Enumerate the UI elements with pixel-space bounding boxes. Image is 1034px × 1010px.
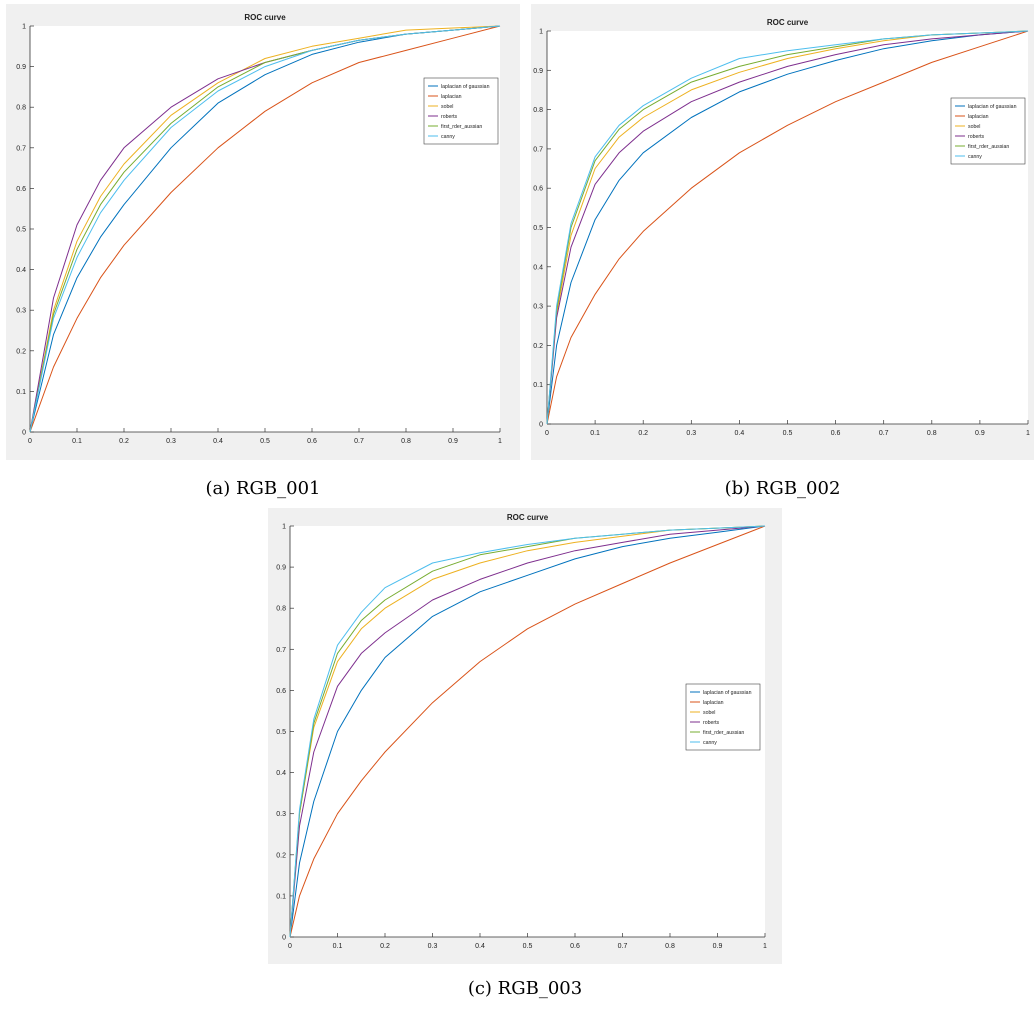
chart-c-y-tick-label: 0.7 bbox=[276, 647, 286, 654]
chart-b-x-tick-label: 0.6 bbox=[831, 430, 841, 437]
chart-c-y-tick-label: 0.6 bbox=[276, 688, 286, 695]
chart-b-y-tick-label: 0.9 bbox=[533, 68, 543, 75]
chart-c-title: ROC curve bbox=[507, 513, 549, 522]
chart-a-legend-label: canny bbox=[441, 134, 455, 140]
chart-b-x-tick-label: 0.3 bbox=[686, 430, 696, 437]
roc-chart-c-svg: ROC curve 0 0.1 0.2 0.3 0.4 0.5 0.6 0.7 0.8 0.9 1 0 0… bbox=[268, 508, 782, 964]
chart-a-legend-label: roberts bbox=[441, 114, 458, 120]
chart-b-legend-label: canny bbox=[968, 154, 982, 160]
chart-b-title: ROC curve bbox=[767, 18, 809, 27]
chart-a-y-tick-label: 0.9 bbox=[16, 64, 26, 71]
roc-chart-a: ROC curve 0 0.1 0.2 0.3 0.4 0.5 0.6 0.7 0.8 0.9 1 0 0… bbox=[6, 4, 520, 460]
chart-c-y-tick-label: 0.2 bbox=[276, 852, 286, 859]
chart-b-x-tick-label: 0.5 bbox=[783, 430, 793, 437]
chart-b-y-tick-label: 0.7 bbox=[533, 146, 543, 153]
chart-b-x-tick-label: 1 bbox=[1026, 430, 1030, 437]
chart-b-y-tick-label: 0.4 bbox=[533, 264, 543, 271]
caption-a: (a) RGB_001 bbox=[6, 478, 520, 499]
chart-b-x-tick-label: 0.8 bbox=[927, 430, 937, 437]
chart-a-x-tick-label: 1 bbox=[498, 438, 502, 445]
chart-c-y-tick-label: 0 bbox=[282, 935, 286, 942]
chart-a-x-tick-label: 0.3 bbox=[166, 438, 176, 445]
roc-chart-b: ROC curve 0 0.1 0.2 0.3 0.4 0.5 0.6 0.7 0.8 0.9 1 0 0… bbox=[531, 4, 1034, 460]
chart-b-y-tick-label: 0.1 bbox=[533, 382, 543, 389]
chart-c-y-tick-label: 0.1 bbox=[276, 893, 286, 900]
roc-chart-a-svg: ROC curve 0 0.1 0.2 0.3 0.4 0.5 0.6 0.7 0.8 0.9 1 0 0… bbox=[6, 4, 520, 460]
chart-c-legend-label: roberts bbox=[703, 720, 720, 726]
chart-b-x-tick-label: 0.4 bbox=[735, 430, 745, 437]
chart-c-legend-label: laplacian of gaussian bbox=[703, 690, 752, 696]
chart-b-x-tick-label: 0.7 bbox=[879, 430, 889, 437]
chart-b-legend-label: laplacian of gaussian bbox=[968, 104, 1017, 110]
chart-a-y-tick-label: 0 bbox=[22, 430, 26, 437]
chart-c-y-tick-label: 0.8 bbox=[276, 606, 286, 613]
chart-b-legend-label: laplacian bbox=[968, 114, 989, 120]
chart-c-x-tick-label: 0.4 bbox=[475, 943, 485, 950]
chart-c-x-tick-label: 0.7 bbox=[618, 943, 628, 950]
chart-c-y-tick-label: 0.4 bbox=[276, 770, 286, 777]
chart-a-y-tick-label: 0.2 bbox=[16, 348, 26, 355]
chart-a-x-tick-label: 0.9 bbox=[448, 438, 458, 445]
chart-c-x-tick-label: 0.8 bbox=[665, 943, 675, 950]
chart-a-x-tick-label: 0.5 bbox=[260, 438, 270, 445]
chart-a-x-tick-label: 0.8 bbox=[401, 438, 411, 445]
roc-chart-b-svg: ROC curve 0 0.1 0.2 0.3 0.4 0.5 0.6 0.7 0.8 0.9 1 0 0… bbox=[531, 4, 1034, 460]
chart-b-y-tick-label: 0.6 bbox=[533, 186, 543, 193]
chart-a-x-tick-label: 0.4 bbox=[213, 438, 223, 445]
chart-c-x-tick-label: 0.6 bbox=[570, 943, 580, 950]
chart-a-y-tick-label: 0.5 bbox=[16, 227, 26, 234]
chart-b-y-tick-label: 0 bbox=[539, 422, 543, 429]
chart-c-x-tick-label: 0.1 bbox=[333, 943, 343, 950]
chart-a-legend-label: laplacian of gaussian bbox=[441, 84, 490, 90]
chart-c-legend-label: sobel bbox=[703, 710, 715, 716]
chart-a-legend-label: first_rder_aussian bbox=[441, 124, 482, 130]
chart-a-x-tick-label: 0.7 bbox=[354, 438, 364, 445]
chart-b-y-tick-label: 0.3 bbox=[533, 304, 543, 311]
chart-a-y-tick-label: 0.4 bbox=[16, 267, 26, 274]
chart-a-y-tick-label: 0.8 bbox=[16, 105, 26, 112]
chart-b-y-tick-label: 0.5 bbox=[533, 225, 543, 232]
caption-b: (b) RGB_002 bbox=[531, 478, 1034, 499]
chart-b-plot-area bbox=[547, 31, 1028, 424]
chart-a-y-tick-label: 0.7 bbox=[16, 145, 26, 152]
roc-chart-c: ROC curve 0 0.1 0.2 0.3 0.4 0.5 0.6 0.7 0.8 0.9 1 0 0… bbox=[268, 508, 782, 964]
chart-b-legend-label: first_rder_aussian bbox=[968, 144, 1009, 150]
chart-c-x-tick-label: 0.2 bbox=[380, 943, 390, 950]
chart-a-x-tick-label: 0.2 bbox=[119, 438, 129, 445]
chart-b-legend-label: sobel bbox=[968, 124, 980, 130]
chart-c-y-tick-label: 0.9 bbox=[276, 565, 286, 572]
chart-a-x-tick-label: 0 bbox=[28, 438, 32, 445]
chart-b-y-tick-label: 1 bbox=[539, 29, 543, 36]
chart-a-y-tick-label: 0.3 bbox=[16, 308, 26, 315]
chart-c-legend-label: canny bbox=[703, 740, 717, 746]
chart-a-x-tick-label: 0.6 bbox=[307, 438, 317, 445]
chart-c-legend-label: first_rder_aussian bbox=[703, 730, 744, 736]
chart-a-y-tick-label: 1 bbox=[22, 24, 26, 31]
chart-b-legend-label: roberts bbox=[968, 134, 985, 140]
chart-b-y-tick-label: 0.2 bbox=[533, 343, 543, 350]
chart-c-y-tick-label: 0.3 bbox=[276, 811, 286, 818]
chart-b-x-tick-label: 0 bbox=[545, 430, 549, 437]
chart-a-x-tick-label: 0.1 bbox=[72, 438, 82, 445]
chart-a-y-tick-label: 0.6 bbox=[16, 186, 26, 193]
chart-c-x-tick-label: 0.3 bbox=[428, 943, 438, 950]
chart-c-y-tick-label: 0.5 bbox=[276, 729, 286, 736]
chart-b-x-tick-label: 0.9 bbox=[975, 430, 985, 437]
chart-a-title: ROC curve bbox=[244, 13, 286, 22]
chart-a-legend-label: sobel bbox=[441, 104, 453, 110]
chart-c-y-tick-label: 1 bbox=[282, 524, 286, 531]
chart-b-x-tick-label: 0.2 bbox=[638, 430, 648, 437]
chart-c-x-tick-label: 1 bbox=[763, 943, 767, 950]
chart-c-legend-label: laplacian bbox=[703, 700, 724, 706]
chart-b-y-tick-label: 0.8 bbox=[533, 107, 543, 114]
chart-c-x-tick-label: 0 bbox=[288, 943, 292, 950]
chart-a-legend-label: laplacian bbox=[441, 94, 462, 100]
chart-c-x-tick-label: 0.9 bbox=[713, 943, 723, 950]
chart-b-x-tick-label: 0.1 bbox=[590, 430, 600, 437]
caption-c: (c) RGB_003 bbox=[268, 978, 782, 999]
chart-c-x-tick-label: 0.5 bbox=[523, 943, 533, 950]
chart-a-y-tick-label: 0.1 bbox=[16, 389, 26, 396]
